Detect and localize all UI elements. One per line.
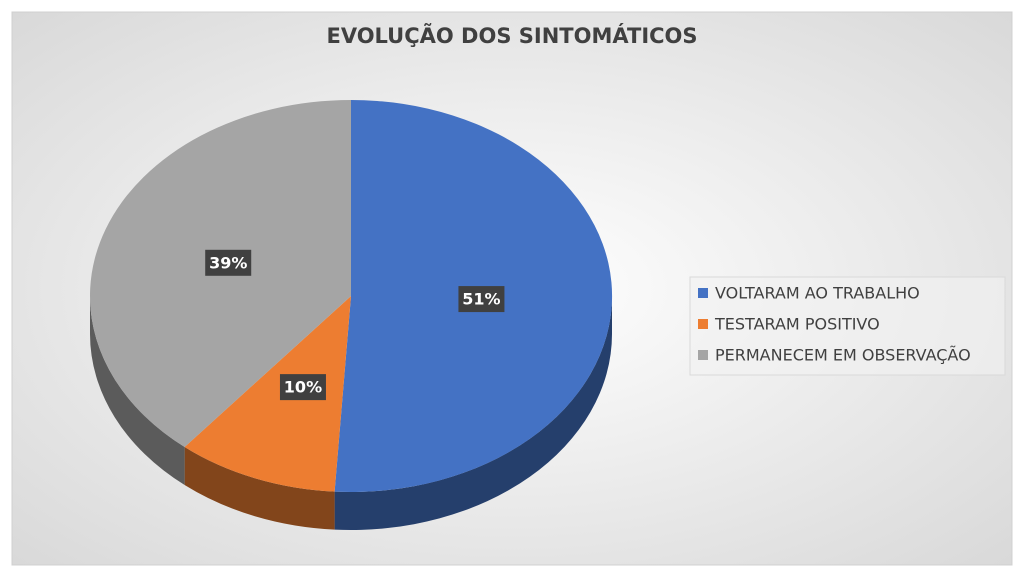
pie-slice [184, 296, 351, 492]
data-label: 10% [284, 378, 322, 397]
legend-label: VOLTARAM AO TRABALHO [715, 284, 920, 303]
data-label-box [205, 249, 252, 276]
pie-side [184, 447, 335, 530]
data-label: 39% [209, 253, 247, 272]
legend-swatch [698, 288, 708, 298]
legend-label: PERMANECEM EM OBSERVAÇÃO [715, 346, 971, 365]
data-label: 51% [462, 290, 500, 309]
legend-swatch [698, 319, 708, 329]
legend-label: TESTARAM POSITIVO [714, 315, 880, 334]
data-label-box [279, 374, 326, 401]
legend-swatch [698, 350, 708, 360]
data-label-box [458, 286, 505, 313]
legend [689, 276, 1006, 376]
pie-side [89, 296, 185, 486]
chart-title: EVOLUÇÃO DOS SINTOMÁTICOS [326, 23, 697, 48]
pie-side [334, 296, 612, 530]
